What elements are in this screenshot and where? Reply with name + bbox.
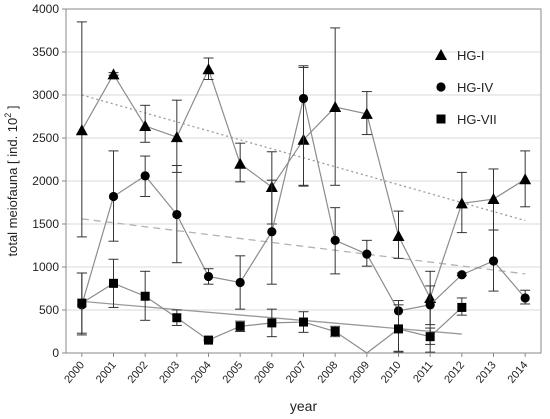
- data-point: [203, 271, 214, 282]
- data-point: [392, 230, 405, 242]
- y-axis-label: total meiofauna [ ind. 102 ]: [3, 105, 20, 256]
- data-point: [109, 278, 118, 288]
- x-tick-label: 2007: [284, 359, 309, 385]
- x-tick-label: 2006: [252, 359, 277, 385]
- data-point: [329, 101, 342, 113]
- data-point: [202, 63, 215, 75]
- legend-marker: [435, 49, 447, 60]
- y-tick-label: 4000: [32, 2, 59, 16]
- series-group: [75, 21, 532, 354]
- data-point: [488, 256, 499, 266]
- data-point: [140, 291, 150, 301]
- data-point: [172, 209, 182, 220]
- data-point: [520, 293, 530, 303]
- y-axis-ticks: 0 500 1000 1500 2000 2500 3000 3500 4000: [32, 2, 66, 360]
- data-point: [299, 317, 308, 327]
- x-tick-label: 2008: [316, 359, 341, 385]
- data-point: [75, 124, 88, 136]
- data-point: [204, 335, 213, 345]
- data-point: [107, 68, 120, 80]
- trend-line-hg-iv: [81, 218, 526, 275]
- legend-item-hg-i: HG-I: [435, 48, 484, 63]
- data-point: [139, 119, 152, 131]
- data-point: [362, 249, 372, 259]
- data-point: [330, 235, 340, 245]
- data-point: [394, 324, 403, 334]
- legend-marker: [436, 82, 446, 92]
- data-point: [234, 157, 247, 169]
- legend-label: HG-IV: [457, 80, 493, 95]
- y-tick-label: 2000: [32, 174, 59, 188]
- data-point: [330, 327, 340, 336]
- data-point: [77, 298, 87, 308]
- data-point: [457, 302, 467, 312]
- y-tick-label: 2500: [32, 131, 59, 145]
- x-tick-label: 2014: [506, 359, 531, 385]
- y-axis-label-end: ]: [5, 105, 20, 112]
- data-point: [235, 277, 245, 288]
- legend-item-hg-vii: HG-VII: [436, 112, 497, 127]
- y-axis-label-superscript: 2: [3, 113, 13, 118]
- x-tick-label: 2013: [474, 359, 499, 385]
- x-tick-label: 2001: [94, 359, 119, 385]
- x-tick-label: 2009: [347, 359, 372, 385]
- plot-frame: [65, 8, 542, 354]
- data-point: [108, 191, 119, 202]
- data-point: [267, 227, 277, 237]
- data-point: [360, 107, 373, 119]
- legend-item-hg-iv: HG-IV: [436, 80, 493, 95]
- x-tick-label: 2002: [126, 359, 151, 385]
- data-point: [487, 193, 500, 205]
- data-point: [140, 171, 150, 181]
- x-tick-label: 2005: [221, 359, 246, 385]
- legend-label: HG-I: [457, 48, 484, 63]
- legend: HG-I HG-IV HG-VII: [435, 48, 497, 127]
- data-point: [298, 93, 309, 104]
- data-point: [235, 321, 245, 331]
- data-point: [457, 270, 467, 280]
- x-tick-label: 2012: [442, 359, 467, 385]
- y-tick-label: 3000: [32, 88, 59, 102]
- legend-label: HG-VII: [457, 112, 497, 127]
- data-point: [170, 131, 183, 143]
- x-axis-ticks: 2000 2001 2002 2003 2004 2005 2006 2007 2008 2009…: [62, 353, 530, 386]
- y-tick-label: 3500: [32, 45, 59, 59]
- x-axis-label: year: [290, 398, 318, 414]
- series-hg-vii: [76, 258, 467, 354]
- y-axis-label-text: total meiofauna [ ind. 10: [5, 118, 20, 257]
- x-tick-label: 2000: [62, 359, 87, 385]
- y-tick-label: 1000: [32, 260, 59, 274]
- data-point: [519, 173, 532, 185]
- y-tick-label: 500: [39, 303, 59, 317]
- x-tick-label: 2003: [157, 359, 182, 385]
- data-point: [172, 313, 182, 323]
- y-tick-label: 0: [52, 346, 59, 360]
- data-point: [425, 332, 435, 342]
- data-point: [455, 197, 468, 209]
- x-tick-label: 2004: [189, 359, 214, 385]
- x-tick-label: 2011: [411, 359, 435, 385]
- legend-marker: [436, 114, 446, 124]
- y-tick-label: 1500: [32, 217, 59, 231]
- x-tick-label: 2010: [379, 359, 404, 385]
- data-point: [267, 318, 277, 328]
- data-point: [425, 300, 435, 310]
